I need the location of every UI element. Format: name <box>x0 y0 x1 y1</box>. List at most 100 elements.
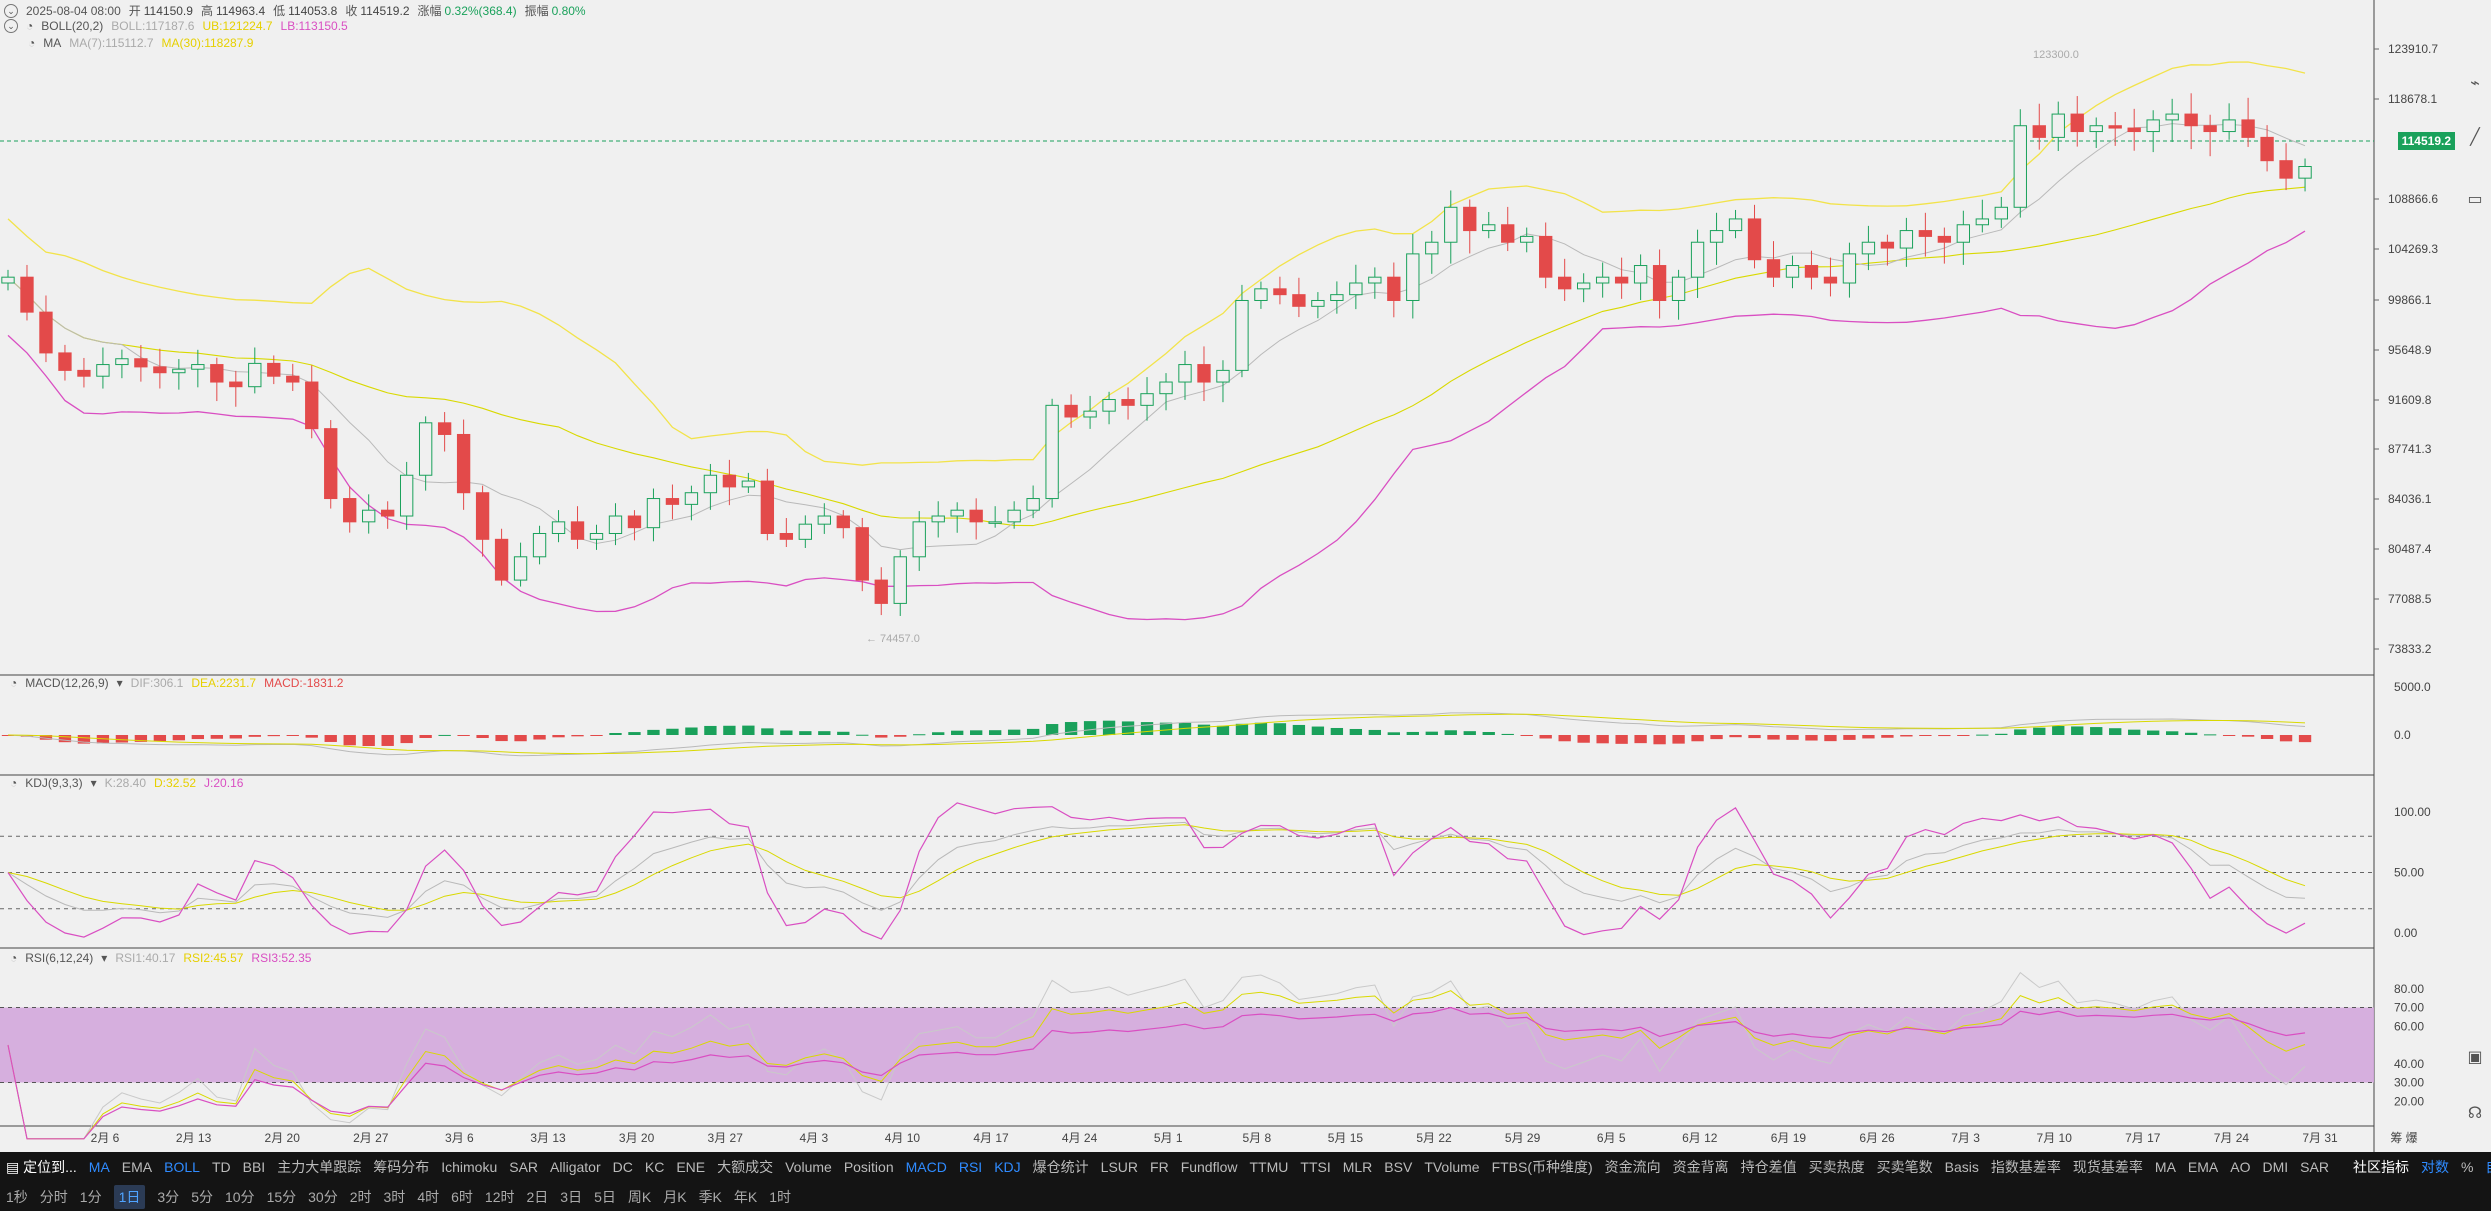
period-3时[interactable]: 3时 <box>383 1188 406 1205</box>
headset-icon[interactable]: ☊ <box>2467 1105 2483 1122</box>
tool-筹码分布[interactable]: 筹码分布 <box>373 1159 430 1175</box>
tool-fundflow[interactable]: Fundflow <box>1180 1159 1238 1175</box>
period-1秒[interactable]: 1秒 <box>6 1188 28 1205</box>
period-2时[interactable]: 2时 <box>349 1188 372 1205</box>
period-5分[interactable]: 5分 <box>191 1188 213 1205</box>
ma-name[interactable]: MA <box>43 36 62 50</box>
tool-ma[interactable]: MA <box>2154 1159 2176 1175</box>
tool-mlr[interactable]: MLR <box>1342 1159 1373 1175</box>
tool-bbi[interactable]: BBI <box>242 1159 266 1175</box>
macd-name[interactable]: MACD(12,26,9) <box>25 676 109 690</box>
tool-macd[interactable]: MACD <box>905 1159 947 1175</box>
tool-alligator[interactable]: Alligator <box>550 1159 601 1175</box>
period-1时[interactable]: 1时 <box>769 1188 792 1205</box>
tool-fr[interactable]: FR <box>1150 1159 1169 1175</box>
macd-bar <box>552 735 565 738</box>
macd-legend: ◔ MACD(12,26,9) ▾ DIF:306.1 DEA:2231.7 MA… <box>10 676 343 690</box>
tool-td[interactable]: TD <box>211 1159 231 1175</box>
tool-现货基差率[interactable]: 现货基差率 <box>2072 1159 2143 1175</box>
macd-bar <box>1843 735 1856 740</box>
tool-right-2[interactable]: % <box>2460 1159 2474 1175</box>
collapse-icon[interactable]: ⌄ <box>4 3 18 18</box>
tool-right-3[interactable]: 自动 <box>2485 1157 2491 1177</box>
macd-bar <box>1330 727 1344 735</box>
indicator-icon[interactable]: ⌁ <box>2470 75 2480 92</box>
macd-bar <box>1140 722 1154 735</box>
period-年K[interactable]: 年K <box>733 1188 758 1205</box>
tool-basis[interactable]: Basis <box>1944 1159 1979 1175</box>
candle <box>1728 218 1743 232</box>
rsi-name[interactable]: RSI(6,12,24) <box>25 951 94 965</box>
eye-icon[interactable]: ◔ <box>10 951 18 965</box>
eye-icon[interactable]: ◔ <box>10 776 18 790</box>
period-季K[interactable]: 季K <box>698 1188 722 1205</box>
period-分时[interactable]: 分时 <box>39 1188 68 1205</box>
locate-button[interactable]: ▤ 定位到... <box>6 1159 77 1175</box>
tool-tvolume[interactable]: TVolume <box>1424 1159 1480 1175</box>
tool-dmi[interactable]: DMI <box>2262 1159 2289 1175</box>
boll-name[interactable]: BOLL(20,2) <box>41 19 104 33</box>
tool-position[interactable]: Position <box>843 1159 894 1175</box>
tool-volume[interactable]: Volume <box>785 1159 832 1175</box>
tool-dc[interactable]: DC <box>612 1159 633 1175</box>
chevron-down-icon[interactable]: ▾ <box>116 676 123 690</box>
collapse-icon[interactable]: ⌄ <box>4 19 18 33</box>
period-1日[interactable]: 1日 <box>113 1184 146 1209</box>
period-5日[interactable]: 5日 <box>594 1188 616 1205</box>
tool-买卖笔数[interactable]: 买卖笔数 <box>1876 1159 1933 1175</box>
tool-ichimoku[interactable]: Ichimoku <box>441 1159 498 1175</box>
kdj-name[interactable]: KDJ(9,3,3) <box>25 776 83 790</box>
tool-boll[interactable]: BOLL <box>164 1159 200 1175</box>
tool-ema[interactable]: EMA <box>121 1159 153 1175</box>
period-1分[interactable]: 1分 <box>79 1188 102 1205</box>
tool-买卖热度[interactable]: 买卖热度 <box>1808 1159 1865 1175</box>
eye-icon[interactable]: ◔ <box>10 676 18 690</box>
period-15分[interactable]: 15分 <box>266 1188 297 1205</box>
macd-bar <box>495 735 508 742</box>
tool-right-0[interactable]: 社区指标 <box>2352 1159 2409 1175</box>
period-12时[interactable]: 12时 <box>484 1188 515 1205</box>
tool-sar[interactable]: SAR <box>509 1159 539 1175</box>
chevron-down-icon[interactable]: ▾ <box>101 951 108 965</box>
tool-主力大单跟踪[interactable]: 主力大单跟踪 <box>277 1159 362 1175</box>
tool-ema[interactable]: EMA <box>2187 1159 2219 1175</box>
tool-sar[interactable]: SAR <box>2300 1159 2329 1175</box>
tool-rsi[interactable]: RSI <box>958 1159 983 1175</box>
chevron-down-icon[interactable]: ▾ <box>90 776 97 790</box>
period-周K[interactable]: 周K <box>627 1188 652 1205</box>
tool-大额成交[interactable]: 大额成交 <box>717 1159 774 1175</box>
tool-ma[interactable]: MA <box>88 1159 110 1175</box>
tool-kdj[interactable]: KDJ <box>994 1159 1021 1175</box>
tool-right-1[interactable]: 对数 <box>2420 1159 2449 1175</box>
eye-icon[interactable]: ◔ <box>28 36 36 50</box>
tool-ttsi[interactable]: TTSI <box>1300 1159 1331 1175</box>
period-2日[interactable]: 2日 <box>526 1188 549 1205</box>
tool-资金流向[interactable]: 资金流向 <box>1604 1159 1661 1175</box>
period-6时[interactable]: 6时 <box>451 1188 473 1205</box>
macd-bar <box>419 735 432 738</box>
tool-ftbs(币种维度)[interactable]: FTBS(币种维度) <box>1491 1159 1593 1175</box>
period-3分[interactable]: 3分 <box>157 1188 180 1205</box>
tool-lsur[interactable]: LSUR <box>1100 1159 1139 1175</box>
chart-line-icon[interactable]: ╱ <box>2470 129 2480 146</box>
period-3日[interactable]: 3日 <box>560 1188 583 1205</box>
period-月K[interactable]: 月K <box>663 1188 687 1205</box>
tool-kc[interactable]: KC <box>644 1159 665 1175</box>
tool-资金背离[interactable]: 资金背离 <box>1672 1159 1729 1175</box>
period-4时[interactable]: 4时 <box>417 1188 440 1205</box>
tool-ttmu[interactable]: TTMU <box>1249 1159 1289 1175</box>
tool-持仓差值[interactable]: 持仓差值 <box>1740 1159 1797 1175</box>
tool-指数基差率[interactable]: 指数基差率 <box>1990 1159 2061 1175</box>
monitor-icon[interactable]: ▭ <box>2467 191 2483 208</box>
tool-爆仓统计[interactable]: 爆仓统计 <box>1032 1159 1089 1175</box>
tool-bsv[interactable]: BSV <box>1384 1159 1413 1175</box>
period-30分[interactable]: 30分 <box>308 1188 338 1205</box>
period-10分[interactable]: 10分 <box>224 1188 255 1205</box>
candle <box>627 515 642 529</box>
tool-ene[interactable]: ENE <box>676 1159 706 1175</box>
eye-icon[interactable]: ◔ <box>26 19 34 33</box>
layout-icon[interactable]: ▣ <box>2467 1049 2483 1066</box>
candle <box>722 474 737 488</box>
tool-ao[interactable]: AO <box>2230 1159 2251 1175</box>
